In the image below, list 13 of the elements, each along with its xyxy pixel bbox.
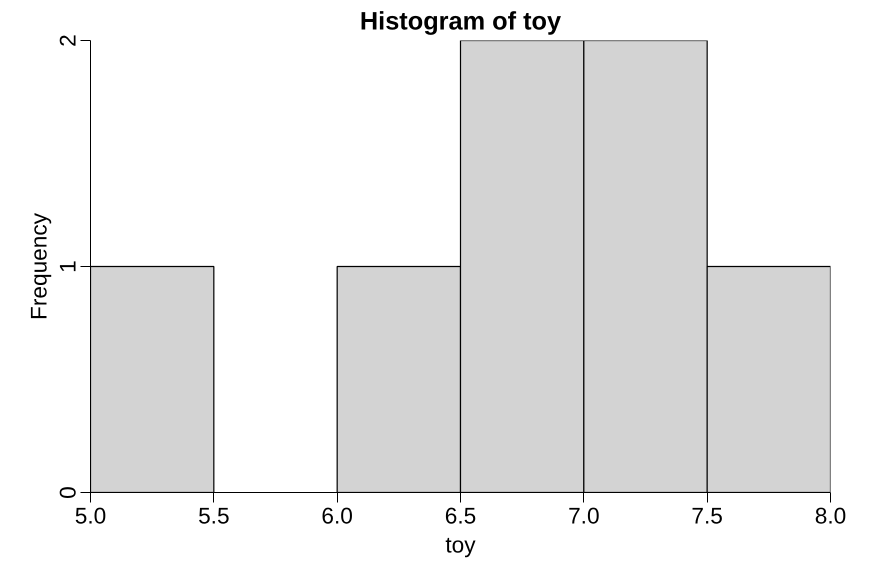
chart-title: Histogram of toy <box>360 8 562 36</box>
x-tick-label: 7.5 <box>691 502 723 528</box>
x-tick-label: 5.0 <box>74 502 106 528</box>
y-tick-label: 2 <box>54 34 80 47</box>
y-axis-title: Frequency <box>26 212 52 320</box>
x-tick-label: 5.5 <box>198 502 230 528</box>
x-tick-label: 6.5 <box>444 502 476 528</box>
y-tick-label: 1 <box>54 260 80 273</box>
x-tick-label: 7.0 <box>568 502 600 528</box>
x-axis-title: toy <box>445 532 476 558</box>
x-tick-label: 8.0 <box>814 502 846 528</box>
x-tick-label: 6.0 <box>321 502 353 528</box>
y-tick-label: 0 <box>54 486 80 499</box>
